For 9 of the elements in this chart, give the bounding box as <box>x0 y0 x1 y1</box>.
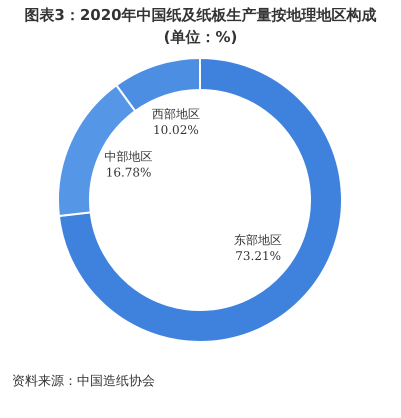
data-label: 16.78% <box>106 166 152 180</box>
data-label: 73.21% <box>235 248 282 263</box>
chart-title: 图表3：2020年中国纸及纸板生产量按地理地区构成(单位：%) <box>23 5 378 48</box>
slice-label: 东部地区 <box>234 232 282 247</box>
slice-label: 中部地区 <box>104 150 153 164</box>
slice-label: 西部地区 <box>152 106 200 121</box>
text: 资料来源：中国造纸协会 <box>12 373 155 390</box>
data-label: 10.02% <box>152 122 199 137</box>
donut-slice <box>58 57 343 343</box>
